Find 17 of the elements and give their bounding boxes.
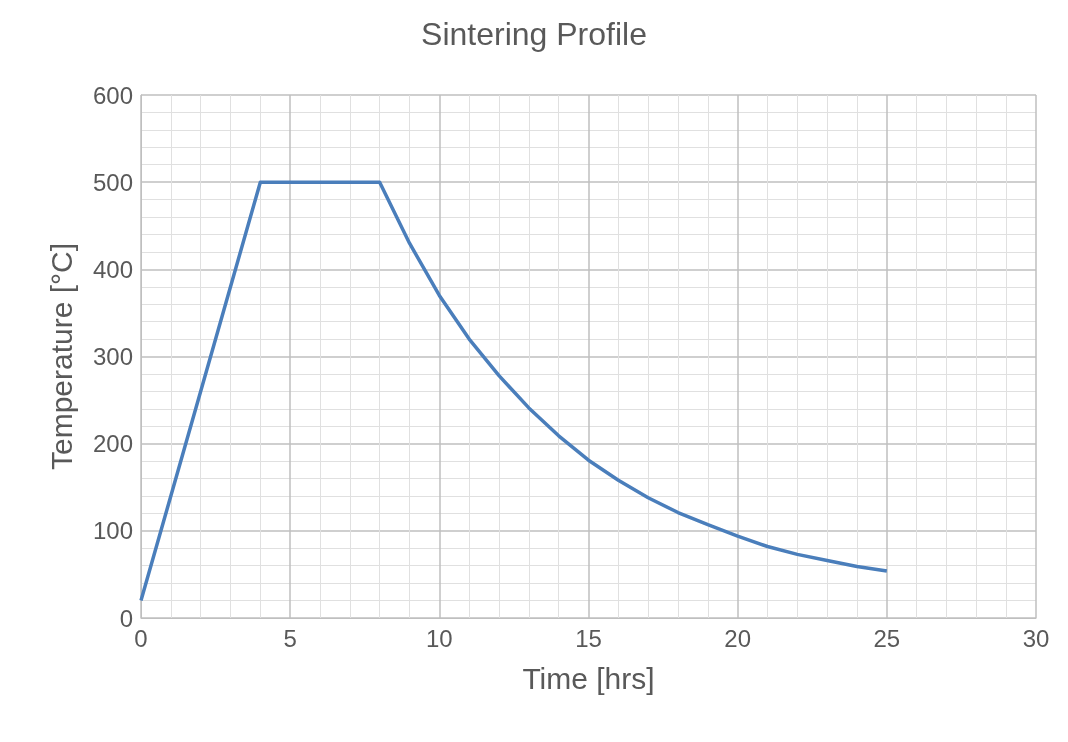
x-tick-label: 25: [873, 624, 901, 652]
y-tick-label: 500: [92, 168, 133, 196]
y-tick-label: 0: [119, 604, 133, 632]
x-tick-label: 5: [283, 624, 297, 652]
chart-title: Sintering Profile: [421, 16, 647, 52]
x-tick-label: 20: [724, 624, 752, 652]
y-tick-label: 600: [92, 81, 133, 109]
y-tick-label: 300: [92, 343, 133, 370]
x-tick-label: 10: [425, 624, 453, 652]
y-tick-label: 400: [92, 255, 133, 283]
x-axis-title: Time [hrs]: [522, 661, 655, 695]
x-tick-label: 30: [1022, 624, 1050, 652]
y-axis-title: Temperature [°C]: [44, 242, 78, 471]
line-series: [139, 180, 889, 603]
x-tick-label: 15: [575, 624, 602, 652]
y-tick-label: 100: [92, 517, 133, 545]
y-tick-label: 200: [92, 430, 133, 458]
